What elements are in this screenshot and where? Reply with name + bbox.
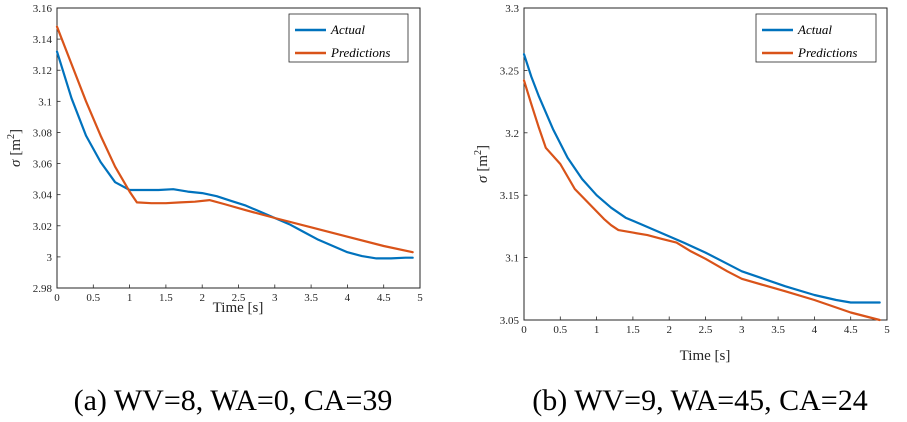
chart-b-x-tick-label: 1.5 bbox=[626, 324, 640, 336]
chart-a-y-tick-label: 3.12 bbox=[33, 65, 52, 77]
chart-b-series-actual bbox=[522, 53, 881, 304]
chart-a: 0 0.5 1 1.5 2 2.5 3 3.5 4 4.5 5 2.98 3 3.02 3.04 3.06 3… bbox=[6, 3, 423, 417]
chart-b-x-tick-label: 2.5 bbox=[699, 324, 713, 336]
chart-b-x-ticks: 0 0.5 1 1.5 2 2.5 3 3.5 4 4.5 5 bbox=[521, 316, 890, 336]
chart-a-x-ticks: 0 0.5 1 1.5 2 2.5 3 3.5 4 4.5 5 bbox=[54, 284, 423, 304]
chart-b-y-tick-label: 3.15 bbox=[500, 190, 520, 202]
chart-a-series-actual bbox=[55, 50, 414, 260]
chart-b-x-tick-label: 4.5 bbox=[844, 324, 858, 336]
chart-a-y-tick-label: 3.02 bbox=[33, 221, 52, 233]
chart-b-x-tick-label: 4 bbox=[812, 324, 818, 336]
chart-a-x-tick-label: 0.5 bbox=[86, 292, 100, 304]
chart-b-x-tick-label: 2 bbox=[666, 324, 672, 336]
chart-a-y-axis-label: σ[m2] bbox=[6, 129, 24, 167]
chart-a-y-tick-label: 3.04 bbox=[33, 190, 53, 202]
chart-b-x-tick-label: 5 bbox=[884, 324, 890, 336]
chart-a-y-tick-label: 3.1 bbox=[38, 96, 52, 108]
chart-b-y-tick-label: 3.1 bbox=[505, 253, 519, 265]
chart-a-y-tick-label: 3.14 bbox=[33, 34, 53, 46]
chart-b-x-axis-label: Time [s] bbox=[680, 348, 731, 364]
chart-a-y-tick-label: 2.98 bbox=[33, 283, 53, 295]
chart-a-x-tick-label: 2.5 bbox=[232, 292, 246, 304]
chart-a-x-tick-label: 2 bbox=[199, 292, 205, 304]
chart-a-y-tick-label: 3.08 bbox=[33, 127, 53, 139]
chart-b-legend: Actual Predictions bbox=[755, 13, 877, 63]
chart-a-x-tick-label: 3.5 bbox=[304, 292, 318, 304]
chart-a-x-tick-label: 1 bbox=[127, 292, 133, 304]
chart-a-y-tick-label: 3 bbox=[47, 252, 53, 264]
chart-b-y-tick-label: 3.05 bbox=[500, 315, 520, 327]
chart-b-x-tick-label: 0 bbox=[521, 324, 527, 336]
chart-b-y-tick-label: 3.3 bbox=[505, 3, 519, 15]
chart-b-y-tick-label: 3.2 bbox=[505, 128, 519, 140]
chart-a-caption: (a) WV=8, WA=0, CA=39 bbox=[74, 384, 393, 417]
chart-b: 0 0.5 1 1.5 2 2.5 3 3.5 4 4.5 5 3.05 3.1 3.15 3.2 3.25… bbox=[473, 3, 890, 417]
chart-b-caption: (b) WV=9, WA=45, CA=24 bbox=[532, 384, 867, 417]
chart-a-legend-predictions-label: Predictions bbox=[330, 45, 390, 60]
chart-b-x-tick-label: 1 bbox=[594, 324, 600, 336]
chart-a-series-predictions bbox=[55, 25, 414, 254]
chart-a-legend-actual-label: Actual bbox=[330, 22, 365, 37]
chart-b-legend-predictions-label: Predictions bbox=[797, 45, 857, 60]
chart-a-y-tick-label: 3.16 bbox=[33, 3, 53, 15]
chart-b-legend-actual-label: Actual bbox=[797, 22, 832, 37]
chart-b-lines bbox=[522, 53, 881, 322]
chart-a-legend: Actual Predictions bbox=[288, 13, 409, 63]
chart-a-x-tick-label: 4 bbox=[345, 292, 351, 304]
chart-b-y-tick-label: 3.25 bbox=[500, 65, 520, 77]
chart-a-x-tick-label: 0 bbox=[54, 292, 60, 304]
chart-b-y-axis-label: σ[m2] bbox=[473, 145, 491, 183]
chart-a-x-tick-label: 1.5 bbox=[159, 292, 173, 304]
chart-a-lines bbox=[55, 25, 414, 260]
chart-a-x-tick-label: 3 bbox=[272, 292, 278, 304]
chart-a-x-tick-label: 5 bbox=[417, 292, 423, 304]
chart-a-x-axis-label: Time [s] bbox=[213, 300, 264, 316]
chart-b-x-tick-label: 3.5 bbox=[771, 324, 785, 336]
chart-b-series-predictions bbox=[522, 79, 881, 322]
chart-a-y-tick-label: 3.06 bbox=[33, 159, 53, 171]
chart-b-x-tick-label: 0.5 bbox=[553, 324, 567, 336]
chart-a-y-ticks: 2.98 3 3.02 3.04 3.06 3.08 3.1 3.12 3.14 3.16 bbox=[33, 3, 61, 295]
chart-a-x-tick-label: 4.5 bbox=[377, 292, 391, 304]
chart-b-x-tick-label: 3 bbox=[739, 324, 745, 336]
chart-b-y-ticks: 3.05 3.1 3.15 3.2 3.25 3.3 bbox=[500, 3, 528, 327]
